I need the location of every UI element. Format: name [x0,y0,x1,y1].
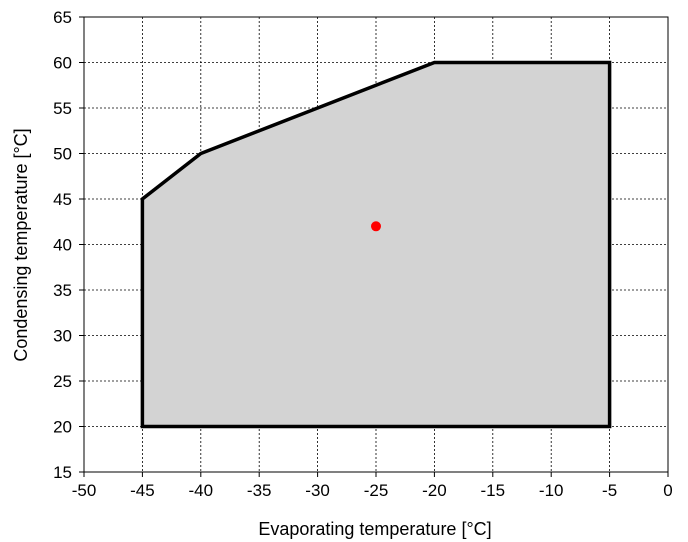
x-tick-label: -50 [72,481,97,500]
y-tick-label: 40 [53,236,72,255]
y-tick-label: 15 [53,463,72,482]
plot-frame-layer [79,16,669,477]
y-tick-label: 20 [53,418,72,437]
y-tick-label: 25 [53,372,72,391]
operating-envelope [140,60,612,429]
x-tick-label: -10 [539,481,564,500]
x-tick-label: -5 [602,481,617,500]
y-tick-label: 50 [53,145,72,164]
y-tick-label: 45 [53,190,72,209]
y-tick-label: 55 [53,99,72,118]
point-layer [371,221,381,232]
x-tick-label: -35 [247,481,272,500]
y-tick-label: 30 [53,327,72,346]
y-tick-label: 60 [53,54,72,73]
x-tick-label: -20 [422,481,447,500]
tick-labels: -50 -45 -40 -35 -30 -25 -20 -15 -10 -5 01520253035… [53,8,673,500]
x-axis-title: Evaporating temperature [°C] [258,519,491,539]
x-tick-label: 0 [663,481,672,500]
x-tick-label: -40 [189,481,214,500]
operating-point-marker [371,221,381,232]
x-tick-label: -30 [305,481,330,500]
y-tick-label: 65 [53,8,72,27]
y-axis-title: Condensing temperature [°C] [11,128,31,361]
x-tick-label: -45 [130,481,155,500]
y-tick-label: 35 [53,281,72,300]
x-tick-label: -25 [364,481,389,500]
envelope-layer [140,60,612,429]
x-tick-label: -15 [481,481,506,500]
